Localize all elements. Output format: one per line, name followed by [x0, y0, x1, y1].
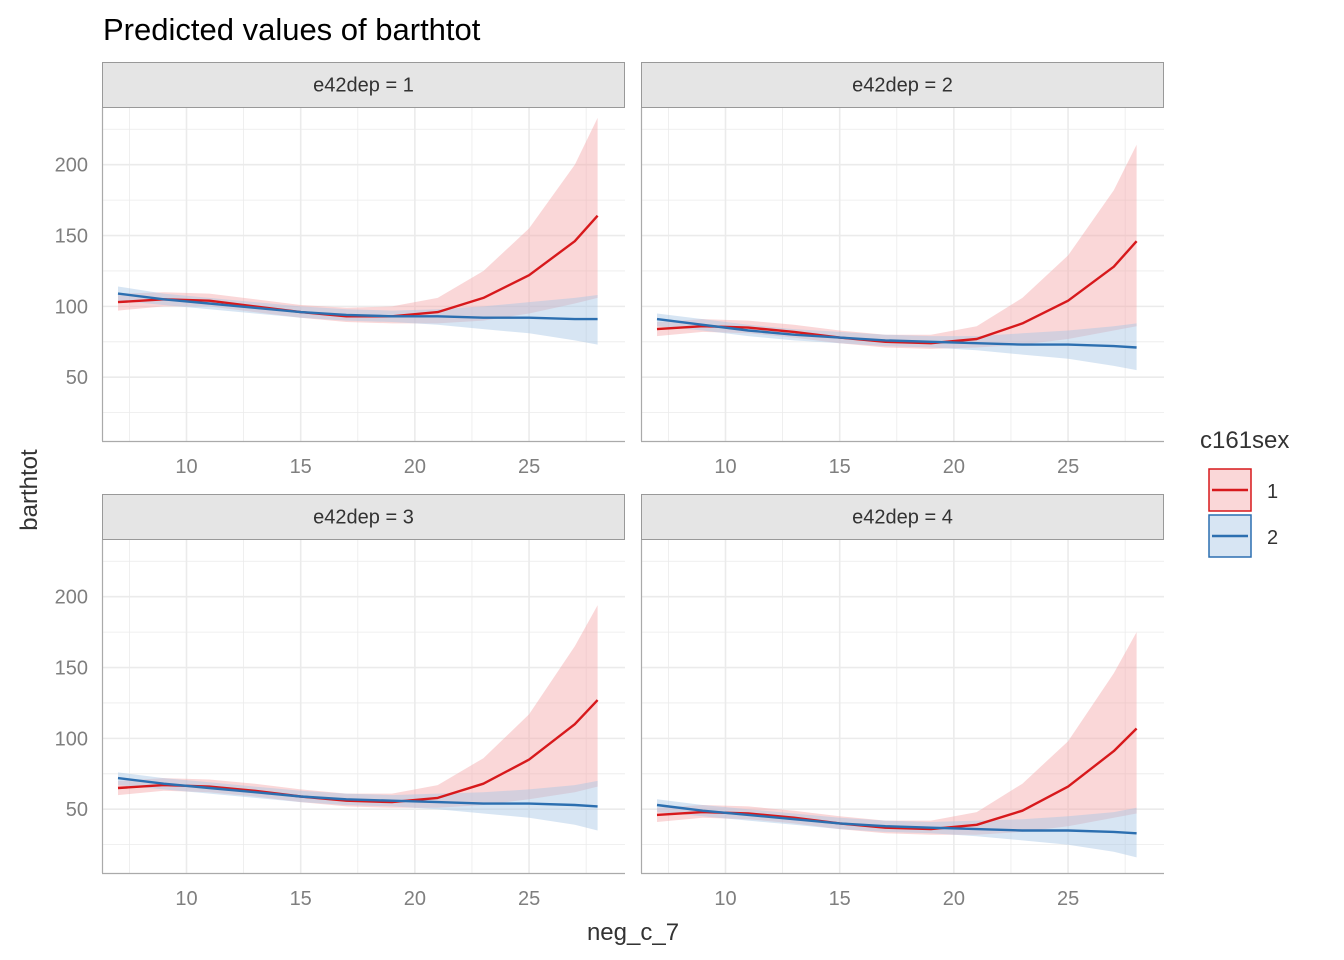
- x-tick-label: 20: [943, 888, 965, 910]
- legend-label-2: 2: [1267, 527, 1278, 549]
- line-series-2: [656, 803, 1137, 835]
- x-tick-label: 10: [714, 456, 736, 478]
- x-tick-label: 15: [829, 888, 851, 910]
- x-tick-label: 10: [175, 456, 197, 478]
- legend-title: c161sex: [1200, 427, 1289, 454]
- x-tick-label: 15: [290, 456, 312, 478]
- y-tick-label: 200: [55, 587, 88, 609]
- x-axis-title: neg_c_7: [587, 919, 679, 946]
- facet-strip-label-1: e42dep = 1: [313, 75, 414, 97]
- ci-band-series-1: [118, 117, 598, 324]
- facet-strip-1: [102, 62, 625, 108]
- facet-strip-4: [641, 494, 1164, 540]
- y-tick-label: 150: [55, 226, 88, 248]
- y-tick-label: 150: [55, 658, 88, 680]
- x-tick-label: 10: [175, 888, 197, 910]
- x-tick-label: 20: [404, 456, 426, 478]
- facet-panels: e42dep = 1 10 15 20 25 50 100 150 200 e42dep = 2 1…: [55, 62, 1164, 910]
- facet-strip-2: [641, 62, 1164, 108]
- ci-band-series-1: [657, 632, 1137, 835]
- facet-panel-2: e42dep = 2 10 15 20 25: [640, 62, 1164, 478]
- ci-band-series-1: [118, 605, 598, 808]
- x-tick-label: 15: [829, 456, 851, 478]
- legend-entry-2: 2: [1208, 514, 1278, 558]
- facet-strip-label-2: e42dep = 2: [852, 75, 953, 97]
- facet-panel-3: e42dep = 3 10 15 20 25 50 100 150 200: [55, 494, 625, 910]
- line-series-2: [117, 292, 598, 321]
- facet-panel-4: e42dep = 4 10 15 20 25: [640, 494, 1164, 910]
- legend-entry-1: 1: [1208, 468, 1278, 512]
- x-tick-label: 25: [1057, 888, 1079, 910]
- ci-band-series-1: [657, 144, 1137, 349]
- facet-strip-3: [102, 494, 625, 540]
- facet-strip-label-4: e42dep = 4: [852, 507, 953, 529]
- facet-panel-1: e42dep = 1 10 15 20 25 50 100 150 200: [55, 62, 625, 478]
- y-tick-label: 50: [66, 367, 88, 389]
- legend: c161sex 1 2: [1200, 427, 1289, 558]
- line-series-2: [656, 317, 1137, 349]
- line-series-2: [117, 776, 598, 808]
- y-tick-label: 100: [55, 728, 88, 750]
- y-tick-label: 100: [55, 296, 88, 318]
- y-tick-label: 200: [55, 155, 88, 177]
- x-tick-label: 10: [714, 888, 736, 910]
- line-series-1: [656, 240, 1138, 345]
- x-tick-label: 20: [404, 888, 426, 910]
- y-tick-label: 50: [66, 799, 88, 821]
- x-tick-label: 25: [1057, 456, 1079, 478]
- y-axis-title: barthtot: [16, 449, 43, 531]
- x-tick-label: 15: [290, 888, 312, 910]
- facet-strip-label-3: e42dep = 3: [313, 507, 414, 529]
- legend-label-1: 1: [1267, 481, 1278, 503]
- x-tick-label: 25: [518, 456, 540, 478]
- x-tick-label: 25: [518, 888, 540, 910]
- chart-title: Predicted values of barthtot: [103, 12, 481, 47]
- x-tick-label: 20: [943, 456, 965, 478]
